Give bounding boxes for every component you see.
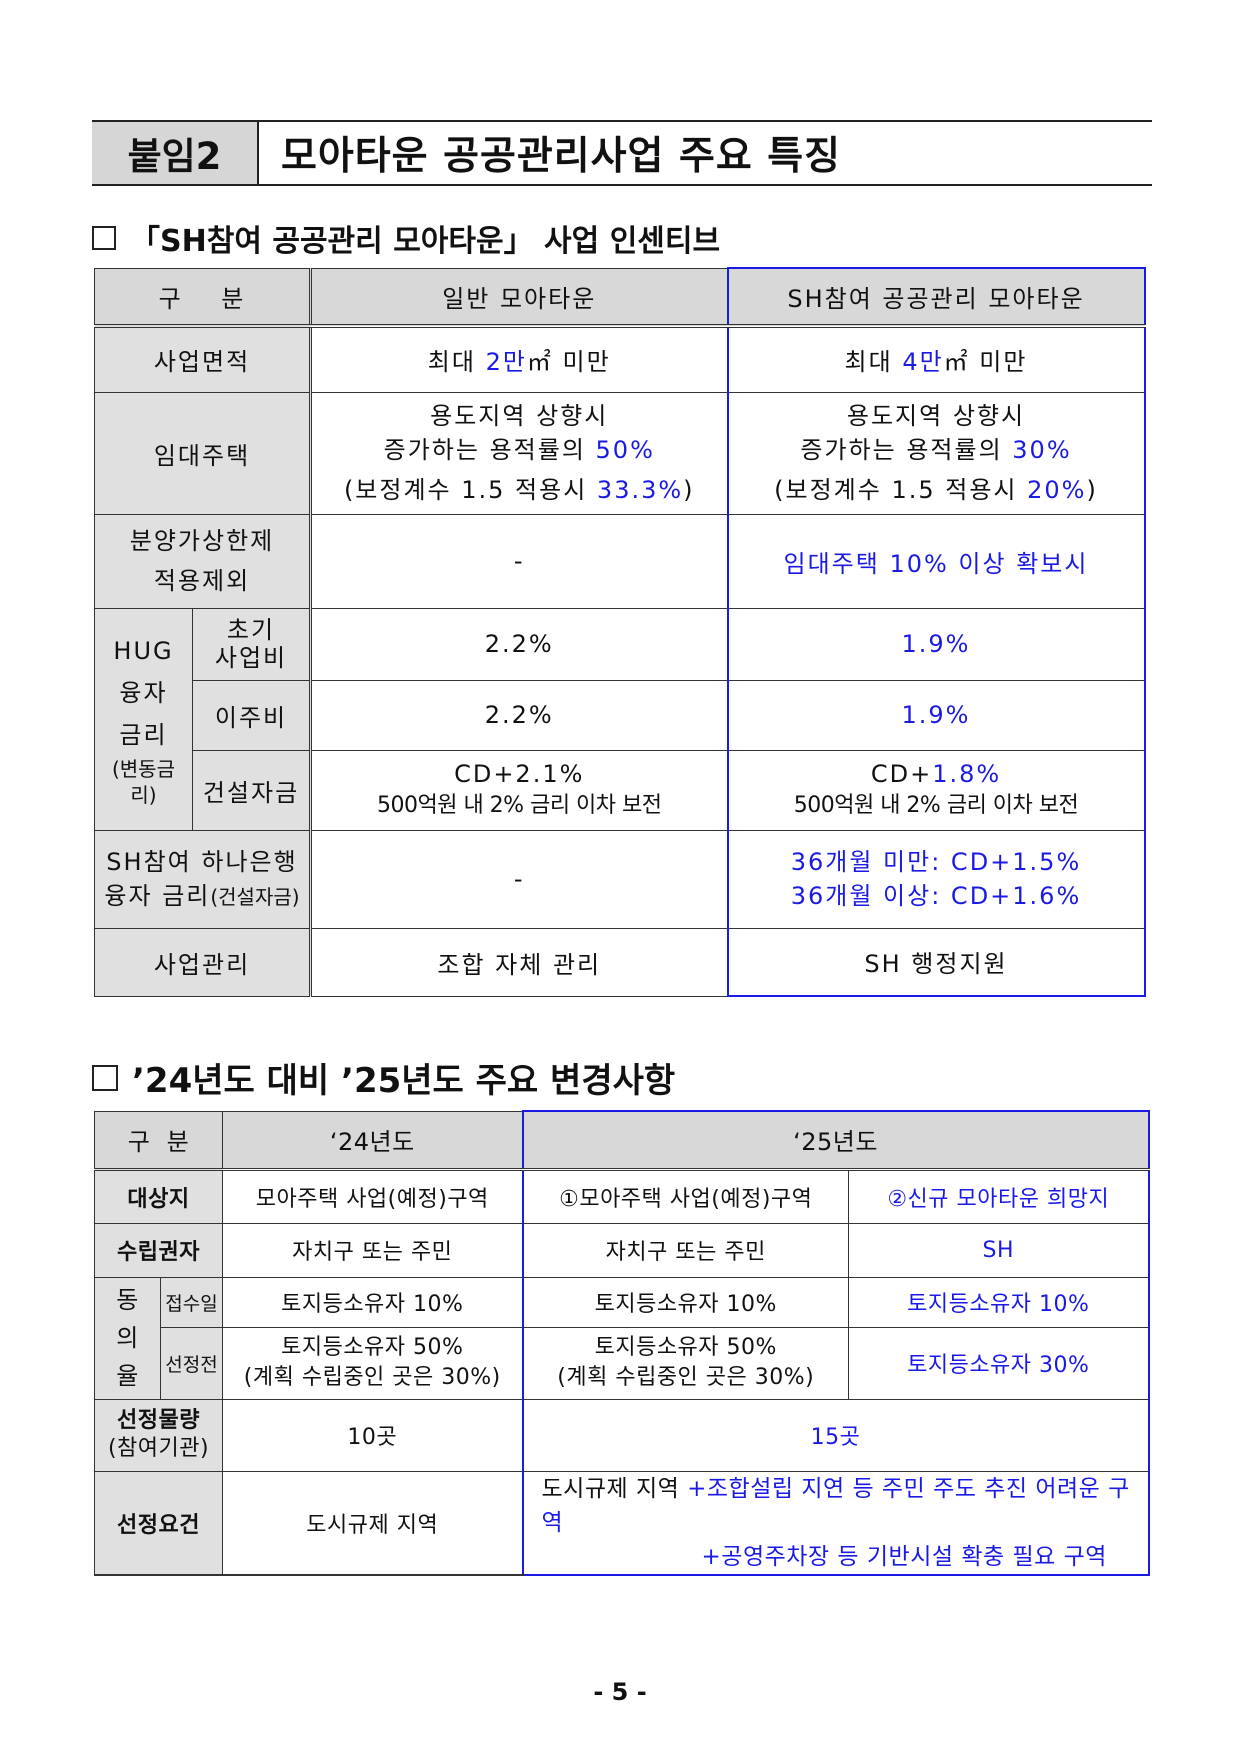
header-category: 구 분 — [93, 1110, 224, 1171]
target-2025-a: ①모아주택 사업(예정)구역 — [521, 1168, 850, 1224]
pre-select-2024: 토지등소유자 50% (계획 수립중인 곳은 30%) — [222, 1326, 524, 1400]
hana-general: - — [310, 829, 728, 929]
header-2025: ‘25년도 — [521, 1110, 1150, 1171]
checkbox-square-icon — [92, 1064, 118, 1091]
criteria-2025: 도시규제 지역 +조합설립 지연 등 주민 주도 추진 어려운 구역 +공영주차… — [521, 1470, 1150, 1576]
table-row: 임대주택 용도지역 상향시 증가하는 용적률의 50% (보정계수 1.5 적용… — [94, 391, 1146, 515]
target-2025-b: ②신규 모아타운 희망지 — [848, 1168, 1150, 1224]
initial-cost-general: 2.2% — [310, 607, 728, 681]
title-bar: 붙임2 모아타운 공공관리사업 주요 특징 — [92, 120, 1152, 186]
mgmt-general: 조합 자체 관리 — [310, 927, 728, 997]
changes-table: 구 분 ‘24년도 ‘25년도 대상지 모아주택 사업(예정)구역 ①모아주택 … — [93, 1110, 1150, 1576]
section2-heading-text: ’24년도 대비 ’25년도 주요 변경사항 — [132, 1061, 676, 1101]
planner-2025-a: 자치구 또는 주민 — [521, 1222, 850, 1278]
relocation-sh: 1.9% — [726, 679, 1146, 751]
page-number: - 5 - — [593, 1678, 647, 1706]
table-row: SH참여 하나은행 융자 금리(건설자금) - 36개월 미만: CD+1.5%… — [94, 829, 1146, 929]
table-row: 수립권자 자치구 또는 주민 자치구 또는 주민 SH — [93, 1222, 1150, 1278]
submit-2024: 토지등소유자 10% — [222, 1276, 524, 1328]
rental-general: 용도지역 상향시 증가하는 용적률의 50% (보정계수 1.5 적용시 33.… — [310, 391, 728, 515]
area-general: 최대 2만㎡ 미만 — [310, 325, 728, 393]
row-label-hana: SH참여 하나은행 융자 금리(건설자금) — [94, 829, 312, 929]
table-row: 대상지 모아주택 사업(예정)구역 ①모아주택 사업(예정)구역 ②신규 모아타… — [93, 1168, 1150, 1224]
table-row: 사업관리 조합 자체 관리 SH 행정지원 — [94, 927, 1146, 997]
row-label-area: 사업면적 — [94, 325, 312, 393]
checkbox-square-icon — [92, 226, 116, 250]
section2-heading: ’24년도 대비 ’25년도 주요 변경사항 — [92, 1053, 675, 1102]
section1-heading-text: 「SH참여 공공관리 모아타운」 사업 인센티브 — [130, 224, 721, 259]
volume-2024: 10곳 — [222, 1398, 524, 1472]
row-label-target: 대상지 — [93, 1168, 224, 1224]
header-sh: SH참여 공공관리 모아타운 — [726, 267, 1146, 328]
page-title: 모아타운 공공관리사업 주요 특징 — [281, 134, 842, 179]
rental-sh: 용도지역 상향시 증가하는 용적률의 30% (보정계수 1.5 적용시 20%… — [726, 391, 1146, 515]
row-label-hug: HUG 융자 금리 (변동금리) — [94, 607, 193, 831]
table-row: 선정요건 도시규제 지역 도시규제 지역 +조합설립 지연 등 주민 주도 추진… — [93, 1470, 1150, 1576]
incentive-table: 구 분 일반 모아타운 SH참여 공공관리 모아타운 사업면적 최대 2만㎡ 미… — [94, 267, 1146, 997]
pre-select-2025-a: 토지등소유자 50% (계획 수립중인 곳은 30%) — [521, 1326, 850, 1400]
planner-2024: 자치구 또는 주민 — [222, 1222, 524, 1278]
row-label-initial-cost: 초기 사업비 — [192, 607, 312, 681]
row-label-volume: 선정물량 (참여기관) — [93, 1398, 224, 1472]
row-label-construction: 건설자금 — [192, 749, 312, 831]
row-label-relocation: 이주비 — [192, 679, 312, 751]
table-row: 사업면적 최대 2만㎡ 미만 최대 4만㎡ 미만 — [94, 325, 1146, 393]
planner-2025-b: SH — [848, 1222, 1150, 1278]
relocation-general: 2.2% — [310, 679, 728, 751]
criteria-2024: 도시규제 지역 — [222, 1470, 524, 1576]
mgmt-sh: SH 행정지원 — [726, 927, 1146, 997]
row-label-rental: 임대주택 — [94, 391, 312, 515]
row-label-criteria: 선정요건 — [93, 1470, 224, 1576]
submit-2025-a: 토지등소유자 10% — [521, 1276, 850, 1328]
area-sh: 최대 4만㎡ 미만 — [726, 325, 1146, 393]
header-general: 일반 모아타운 — [310, 267, 728, 328]
row-label-mgmt: 사업관리 — [94, 927, 312, 997]
row-label-price-cap: 분양가상한제 적용제외 — [94, 513, 312, 609]
volume-2025: 15곳 — [521, 1398, 1150, 1472]
construction-general: CD+2.1% 500억원 내 2% 금리 이차 보전 — [310, 749, 728, 831]
row-label-planner: 수립권자 — [93, 1222, 224, 1278]
price-cap-sh: 임대주택 10% 이상 확보시 — [726, 513, 1146, 609]
construction-sh: CD+1.8% 500억원 내 2% 금리 이차 보전 — [726, 749, 1146, 831]
table-row: 건설자금 CD+2.1% 500억원 내 2% 금리 이차 보전 CD+1.8%… — [95, 749, 1146, 831]
table-row: HUG 융자 금리 (변동금리) 초기 사업비 2.2% 1.9% — [94, 607, 1146, 831]
table-row: 분양가상한제 적용제외 - 임대주택 10% 이상 확보시 — [94, 513, 1146, 609]
header-category: 구 분 — [94, 267, 312, 328]
table-header-row: 구 분 ‘24년도 ‘25년도 — [93, 1110, 1150, 1171]
row-label-submit: 접수일 — [159, 1276, 224, 1328]
section1-heading: 「SH참여 공공관리 모아타운」 사업 인센티브 — [92, 216, 720, 260]
submit-2025-b: 토지등소유자 10% — [848, 1276, 1150, 1328]
table-row: 선정전 토지등소유자 50% (계획 수립중인 곳은 30%) 토지등소유자 50… — [95, 1326, 1150, 1400]
table-row: 선정물량 (참여기관) 10곳 15곳 — [93, 1398, 1150, 1472]
row-label-pre-select: 선정전 — [159, 1326, 224, 1400]
row-label-consent: 동 의 율 — [94, 1276, 161, 1400]
hana-sh: 36개월 미만: CD+1.5% 36개월 이상: CD+1.6% — [726, 829, 1146, 929]
attachment-tag: 붙임2 — [92, 122, 259, 184]
pre-select-2025-b: 토지등소유자 30% — [848, 1326, 1150, 1400]
header-2024: ‘24년도 — [222, 1110, 524, 1171]
target-2024: 모아주택 사업(예정)구역 — [222, 1168, 524, 1224]
table-header-row: 구 분 일반 모아타운 SH참여 공공관리 모아타운 — [94, 267, 1146, 328]
price-cap-general: - — [310, 513, 728, 609]
table-row: 이주비 2.2% 1.9% — [95, 679, 1146, 751]
table-row: 동 의 율 접수일 토지등소유자 10% 토지등소유자 10% 토지등소유자 1… — [94, 1276, 1150, 1400]
initial-cost-sh: 1.9% — [726, 607, 1146, 681]
